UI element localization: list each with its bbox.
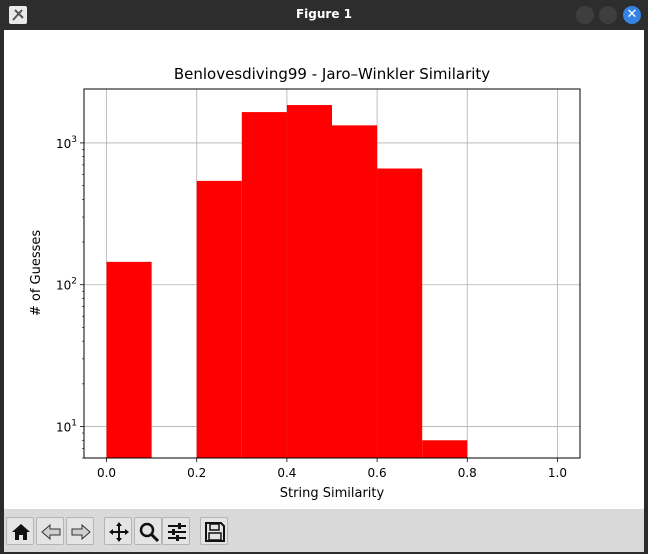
x-tick-label: 0.6 (368, 466, 387, 480)
pan-button[interactable] (104, 517, 132, 545)
histogram-bar (377, 168, 423, 458)
x-tick-label: 0.2 (187, 466, 206, 480)
y-tick-label: 101 (56, 419, 77, 435)
configure-subplots-button[interactable] (162, 517, 190, 545)
chart: 0.0 0.2 0.4 0.6 0.8 1.0 101 102 103 Benlovesdivi… (29, 65, 581, 501)
back-button[interactable] (36, 517, 64, 545)
save-button[interactable] (200, 517, 228, 545)
y-axis-label: # of Guesses (29, 230, 44, 317)
x-tick-label: 0.4 (277, 466, 296, 480)
chart-title: Benlovesdiving99 - Jaro–Winkler Similari… (174, 65, 490, 83)
save-icon (205, 522, 225, 542)
figure-canvas[interactable]: 0.0 0.2 0.4 0.6 0.8 1.0 101 102 103 Benlovesdivi… (4, 30, 644, 509)
y-tick-label: 102 (56, 277, 77, 293)
pan-icon (109, 522, 129, 542)
histogram-bar (241, 112, 287, 458)
histogram-bar (422, 440, 468, 458)
histogram-bar (286, 105, 332, 458)
minimize-button[interactable] (576, 6, 594, 24)
app-icon (9, 6, 27, 24)
axes-frame (83, 88, 581, 459)
back-icon (41, 523, 61, 541)
close-button[interactable]: ✕ (623, 6, 641, 24)
forward-icon (71, 523, 91, 541)
y-tick-label: 103 (56, 135, 77, 151)
navigation-toolbar (4, 509, 644, 552)
window-titlebar: Figure 1 ✕ (0, 0, 648, 30)
histogram-bar (196, 180, 242, 458)
histogram-bar (332, 125, 378, 458)
x-tick-label: 0.0 (97, 466, 116, 480)
x-tick-label: 0.8 (458, 466, 477, 480)
window-border (0, 30, 4, 554)
home-icon (12, 524, 30, 540)
home-button[interactable] (6, 517, 34, 545)
maximize-button[interactable] (599, 6, 617, 24)
x-axis-label: String Similarity (280, 486, 385, 501)
window-title: Figure 1 (295, 7, 353, 21)
x-tick-label: 1.0 (548, 466, 567, 480)
configure-subplots-icon (168, 523, 186, 541)
zoom-button[interactable] (134, 517, 162, 545)
zoom-icon (139, 522, 160, 543)
histogram-bar (106, 261, 152, 458)
forward-button[interactable] (66, 517, 94, 545)
